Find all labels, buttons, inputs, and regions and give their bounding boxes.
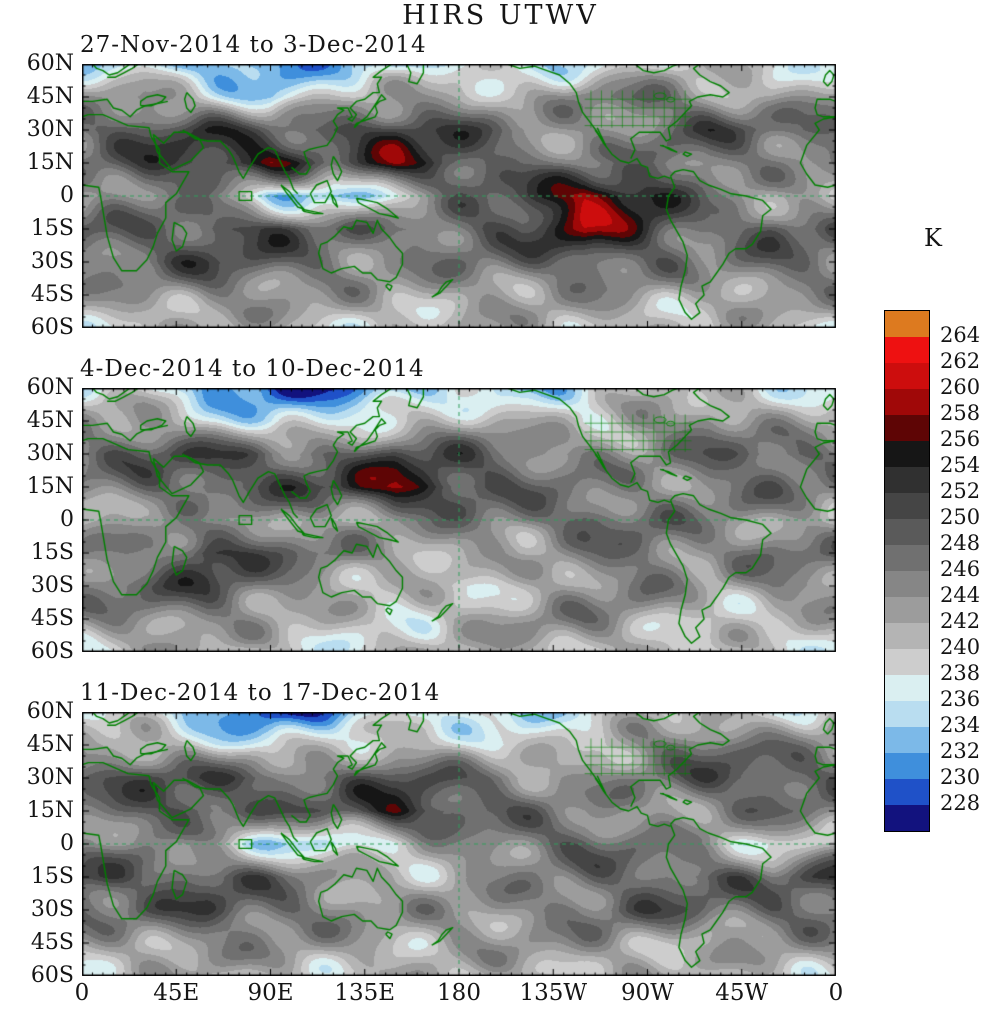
colorbar-swatch — [885, 415, 929, 441]
map-panel-3 — [82, 712, 836, 976]
lon-tick-label: 135E — [334, 980, 396, 1006]
lat-tick-label: 45N — [26, 408, 74, 433]
colorbar-tick-label: 252 — [940, 479, 981, 503]
colorbar-swatch — [885, 675, 929, 701]
lat-tick-label: 30N — [26, 441, 74, 466]
colorbar-tick-label: 234 — [940, 713, 981, 737]
colorbar-tick-label: 256 — [940, 427, 981, 451]
lat-tick-label: 45S — [30, 606, 74, 631]
lat-tick-label: 60N — [26, 375, 74, 400]
colorbar-tick-label: 246 — [940, 557, 981, 581]
lat-tick-label: 45S — [30, 930, 74, 955]
map-panel-1 — [82, 64, 836, 328]
lat-tick-label: 30N — [26, 117, 74, 142]
lat-tick-label: 60N — [26, 699, 74, 724]
lon-tick-label: 135W — [519, 980, 588, 1006]
lon-tick-label: 45W — [715, 980, 769, 1006]
colorbar-swatch — [885, 493, 929, 519]
lat-tick-label: 15S — [30, 864, 74, 889]
colorbar-tick-label: 240 — [940, 635, 981, 659]
lon-tick-label: 0 — [828, 980, 844, 1006]
colorbar-swatch — [885, 701, 929, 727]
colorbar-tick-label: 254 — [940, 453, 981, 477]
lat-tick-label: 0 — [60, 831, 74, 856]
lon-tick-label: 0 — [74, 980, 90, 1006]
lat-tick-label: 45S — [30, 282, 74, 307]
colorbar-swatch — [885, 545, 929, 571]
colorbar-swatch — [885, 727, 929, 753]
colorbar-swatch — [885, 441, 929, 467]
lon-tick-label: 45E — [153, 980, 200, 1006]
lat-tick-label: 15N — [26, 798, 74, 823]
colorbar-tick-label: 260 — [940, 375, 981, 399]
lat-tick-label: 15S — [30, 216, 74, 241]
colorbar-tick-label: 242 — [940, 609, 981, 633]
lat-tick-label: 60S — [30, 639, 74, 664]
colorbar-swatch — [885, 623, 929, 649]
map-panel-2 — [82, 388, 836, 652]
lat-tick-label: 30S — [30, 573, 74, 598]
colorbar-tick-label: 228 — [940, 791, 981, 815]
lat-tick-label: 30S — [30, 897, 74, 922]
lat-tick-label: 15N — [26, 150, 74, 175]
colorbar-swatch — [885, 337, 929, 363]
lat-tick-label: 60S — [30, 315, 74, 340]
colorbar-swatch — [885, 363, 929, 389]
lat-tick-label: 15S — [30, 540, 74, 565]
figure-title: HIRS UTWV — [402, 0, 599, 31]
colorbar-swatch — [885, 649, 929, 675]
lat-tick-label: 60S — [30, 963, 74, 988]
colorbar-swatch — [885, 467, 929, 493]
lat-tick-label: 45N — [26, 84, 74, 109]
colorbar-tick-label: 238 — [940, 661, 981, 685]
lat-tick-label: 0 — [60, 507, 74, 532]
colorbar-swatch — [885, 753, 929, 779]
colorbar-swatch — [885, 311, 929, 337]
colorbar-unit-label: K — [924, 224, 942, 252]
colorbar-swatch — [885, 519, 929, 545]
colorbar-tick-label: 232 — [940, 739, 981, 763]
colorbar-tick-label: 250 — [940, 505, 981, 529]
lat-tick-label: 30N — [26, 765, 74, 790]
lon-tick-label: 90E — [247, 980, 294, 1006]
colorbar-tick-label: 236 — [940, 687, 981, 711]
colorbar-tick-label: 230 — [940, 765, 981, 789]
colorbar-swatch — [885, 597, 929, 623]
panel-2-title: 4-Dec-2014 to 10-Dec-2014 — [80, 356, 425, 382]
lat-tick-label: 30S — [30, 249, 74, 274]
lon-tick-label: 180 — [437, 980, 481, 1006]
colorbar-swatch — [885, 571, 929, 597]
lat-tick-label: 45N — [26, 732, 74, 757]
lat-tick-label: 15N — [26, 474, 74, 499]
colorbar-tick-label: 262 — [940, 349, 981, 373]
colorbar-swatch — [885, 389, 929, 415]
panel-1-title: 27-Nov-2014 to 3-Dec-2014 — [80, 32, 427, 58]
colorbar-tick-label: 248 — [940, 531, 981, 555]
colorbar-tick-label: 258 — [940, 401, 981, 425]
colorbar — [884, 310, 930, 832]
colorbar-tick-label: 244 — [940, 583, 981, 607]
lat-tick-label: 60N — [26, 51, 74, 76]
panel-3-title: 11-Dec-2014 to 17-Dec-2014 — [80, 680, 441, 706]
colorbar-swatch — [885, 779, 929, 805]
lon-tick-label: 90W — [621, 980, 674, 1006]
colorbar-tick-label: 264 — [940, 323, 981, 347]
colorbar-swatch — [885, 805, 929, 831]
lat-tick-label: 0 — [60, 183, 74, 208]
